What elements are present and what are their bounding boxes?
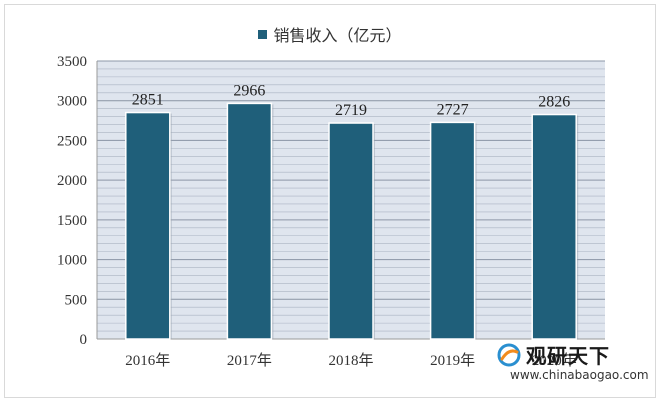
x-tick-label: 2018年 bbox=[328, 352, 373, 369]
y-tick-label: 2000 bbox=[57, 173, 87, 189]
y-tick-label: 3000 bbox=[57, 94, 87, 110]
brand-logo-icon bbox=[497, 343, 521, 367]
y-tick-label: 500 bbox=[65, 292, 88, 308]
y-tick-label: 0 bbox=[80, 332, 88, 348]
y-tick-label: 1500 bbox=[57, 213, 87, 229]
bar bbox=[429, 121, 476, 340]
legend-label: 销售收入（亿元） bbox=[273, 26, 402, 45]
y-tick-label: 2500 bbox=[57, 133, 87, 149]
data-label: 2826 bbox=[538, 94, 570, 111]
brand-name: 观研天下 bbox=[526, 344, 610, 368]
legend: 销售收入（亿元） bbox=[0, 22, 660, 46]
bar bbox=[226, 102, 273, 340]
y-tick-label: 3500 bbox=[57, 54, 87, 70]
x-tick-label: 2020年 bbox=[532, 352, 577, 369]
x-tick-label: 2017年 bbox=[227, 352, 272, 369]
x-tick-label: 2019年 bbox=[430, 352, 475, 369]
data-label: 2719 bbox=[335, 102, 367, 119]
data-label: 2851 bbox=[132, 92, 164, 109]
legend-swatch bbox=[258, 30, 268, 39]
data-label: 2727 bbox=[437, 101, 469, 118]
bar bbox=[531, 113, 577, 340]
brand-url: www.chinabaogao.com bbox=[510, 368, 649, 382]
x-tick-label: 2016年 bbox=[125, 352, 170, 369]
bar bbox=[328, 122, 374, 340]
data-label: 2966 bbox=[233, 82, 265, 99]
watermark: 观研天下 www.chinabaogao.com bbox=[496, 340, 649, 384]
bar bbox=[125, 111, 171, 340]
y-tick-label: 1000 bbox=[57, 253, 87, 269]
